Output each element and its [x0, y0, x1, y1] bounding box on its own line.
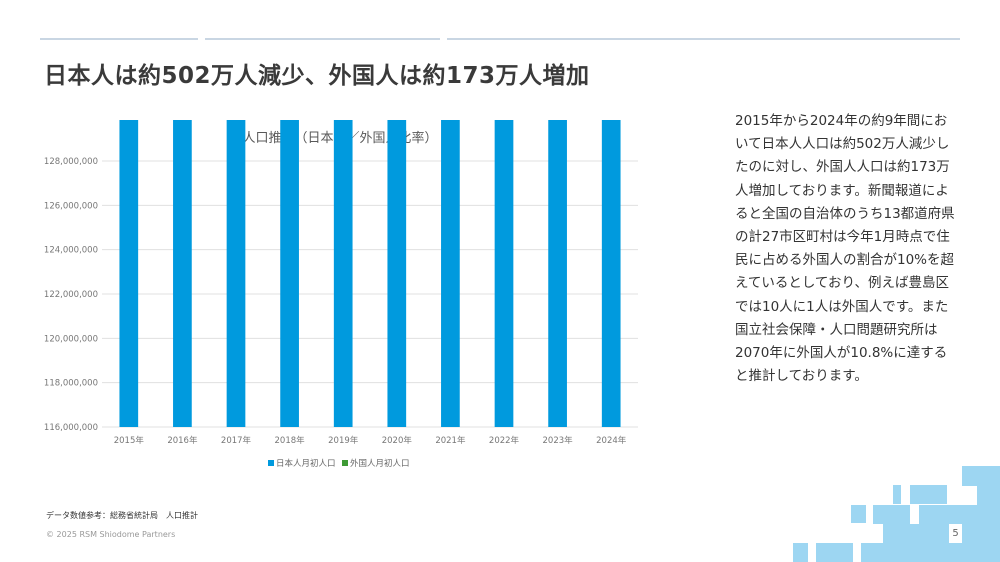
- bar-japanese: [280, 120, 299, 427]
- bar-japanese: [548, 120, 567, 427]
- legend-swatch: [342, 460, 348, 466]
- x-tick-label: 2019年: [328, 435, 359, 446]
- x-tick-label: 2022年: [489, 435, 520, 446]
- x-tick-label: 2017年: [221, 435, 252, 446]
- header-rule: [447, 38, 960, 40]
- y-tick-label: 120,000,000: [44, 334, 98, 344]
- y-tick-label: 126,000,000: [44, 201, 98, 211]
- bar-japanese: [173, 120, 192, 427]
- x-tick-label: 2021年: [435, 435, 466, 446]
- header-rule: [205, 38, 440, 40]
- slide-title: 日本人は約502万人減少、外国人は約173万人増加: [44, 63, 590, 89]
- y-tick-label: 116,000,000: [44, 423, 98, 433]
- y-tick-label: 122,000,000: [44, 290, 98, 300]
- x-tick-label: 2024年: [596, 435, 627, 446]
- bar-japanese: [387, 120, 407, 427]
- y-tick-label: 128,000,000: [44, 157, 98, 167]
- x-tick-label: 2015年: [114, 435, 145, 446]
- legend-swatch: [268, 460, 274, 466]
- page-number: 5: [949, 524, 962, 543]
- bar-japanese: [119, 120, 139, 427]
- y-tick-label: 124,000,000: [44, 246, 98, 256]
- y-tick-label: 118,000,000: [44, 379, 98, 389]
- x-tick-label: 2016年: [167, 435, 198, 446]
- x-tick-label: 2020年: [382, 435, 413, 446]
- population-chart: 人口推移（日本人／外国人比率）116,000,000118,000,000120…: [44, 120, 638, 469]
- x-tick-label: 2023年: [543, 435, 574, 446]
- header-rule: [40, 38, 198, 40]
- bar-japanese: [333, 120, 353, 427]
- legend-label: 外国人月初人口: [350, 458, 410, 469]
- legend-label: 日本人月初人口: [276, 458, 336, 469]
- bar-japanese: [601, 120, 621, 427]
- x-tick-label: 2018年: [275, 435, 306, 446]
- body-text: 2015年から2024年の約9年間において日本人人口は約502万人減少したのに対…: [735, 113, 955, 385]
- bar-japanese: [494, 120, 514, 427]
- source-note: データ数値参考：総務省統計局 人口推計: [46, 511, 198, 520]
- bar-japanese: [226, 120, 246, 427]
- copyright: © 2025 RSM Shiodome Partners: [46, 530, 176, 539]
- bar-japanese: [441, 120, 460, 427]
